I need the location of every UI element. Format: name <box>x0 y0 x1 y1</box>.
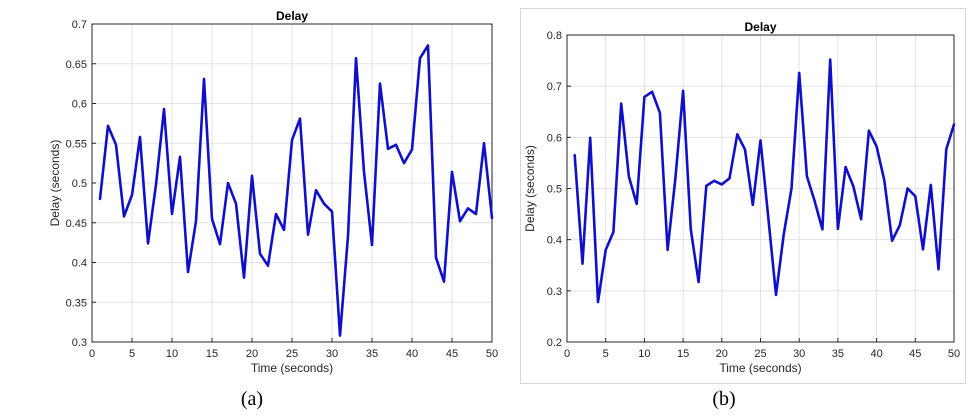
chart-b-delay-series-line <box>573 58 956 304</box>
chart-a-y-tick-label: 0.45 <box>66 218 87 230</box>
chart-b-x-tick-label: 30 <box>793 348 805 360</box>
chart-a-y-tick-label: 0.65 <box>66 59 87 71</box>
chart-b-y-tick-label: 0.7 <box>547 81 562 93</box>
chart-b-x-tick-label: 50 <box>948 348 960 360</box>
chart-a-y-tick-label: 0.7 <box>72 19 87 31</box>
chart-b-x-tick-label: 25 <box>754 348 766 360</box>
chart-a-y-tick-label: 0.4 <box>72 258 87 270</box>
chart-a-y-tick-label: 0.5 <box>72 178 87 190</box>
chart-b-y-tick-label: 0.5 <box>547 184 562 196</box>
chart-b-x-axis-label: Time (seconds) <box>719 361 801 375</box>
chart-b-x-tick-label: 10 <box>638 348 650 360</box>
chart-panel-a: 0 5 10 15 20 25 30 35 40 45 50 0.3 0.35 0.4 0.45 0.5 0.5… <box>0 0 500 388</box>
chart-b-y-tick-label: 0.4 <box>547 235 562 247</box>
chart-a-x-tick-label: 0 <box>89 348 95 360</box>
chart-b-y-tick-label: 0.2 <box>547 337 562 349</box>
chart-b-chart-title: Delay <box>744 20 776 34</box>
chart-a-x-tick-label: 10 <box>166 348 178 360</box>
chart-a-chart-title: Delay <box>276 9 308 23</box>
chart-a-y-axis-label: Delay (seconds) <box>48 140 62 227</box>
chart-a-x-tick-label: 30 <box>326 348 338 360</box>
caption-b: (b) <box>712 388 736 410</box>
chart-a-x-axis-label: Time (seconds) <box>251 361 333 375</box>
chart-a-y-tick-label: 0.55 <box>66 138 87 150</box>
chart-a-x-tick-label: 40 <box>406 348 418 360</box>
chart-b-x-tick-label: 0 <box>564 348 570 360</box>
chart-a-x-tick-label: 50 <box>486 348 498 360</box>
delay-chart-b: 0 5 10 15 20 25 30 35 40 45 50 0.2 0.3 0.4 0.5 0.6 0.7 0.… <box>523 20 960 375</box>
chart-b-y-axis-label: Delay (seconds) <box>523 145 537 232</box>
chart-b-y-tick-label: 0.8 <box>547 30 562 42</box>
chart-a-x-tick-label: 25 <box>286 348 298 360</box>
chart-a-y-tick-label: 0.3 <box>72 337 87 349</box>
chart-b-border <box>520 8 966 384</box>
caption-a: (a) <box>240 388 264 410</box>
chart-a-delay-series-line <box>98 44 494 337</box>
chart-b-x-tick-label: 35 <box>832 348 844 360</box>
chart-b-x-tick-label: 20 <box>716 348 728 360</box>
chart-b-y-tick-label: 0.3 <box>547 286 562 298</box>
chart-a-x-tick-label: 15 <box>206 348 218 360</box>
chart-a-x-tick-label: 45 <box>446 348 458 360</box>
chart-b-x-tick-label: 15 <box>677 348 689 360</box>
chart-a-y-tick-label: 0.35 <box>66 297 87 309</box>
delay-chart-a: 0 5 10 15 20 25 30 35 40 45 50 0.3 0.35 0.4 0.45 0.5 0.5… <box>48 9 498 375</box>
chart-a-x-tick-label: 20 <box>246 348 258 360</box>
chart-b-x-tick-label: 5 <box>603 348 609 360</box>
chart-b-x-tick-label: 40 <box>870 348 882 360</box>
chart-a-y-tick-label: 0.6 <box>72 99 87 111</box>
chart-panel-b: 0 5 10 15 20 25 30 35 40 45 50 0.2 0.3 0.4 0.5 0.6 0.7 0.… <box>520 0 968 388</box>
chart-b-y-tick-label: 0.6 <box>547 132 562 144</box>
chart-a-x-tick-label: 35 <box>366 348 378 360</box>
chart-a-x-tick-label: 5 <box>129 348 135 360</box>
chart-b-x-tick-label: 45 <box>909 348 921 360</box>
